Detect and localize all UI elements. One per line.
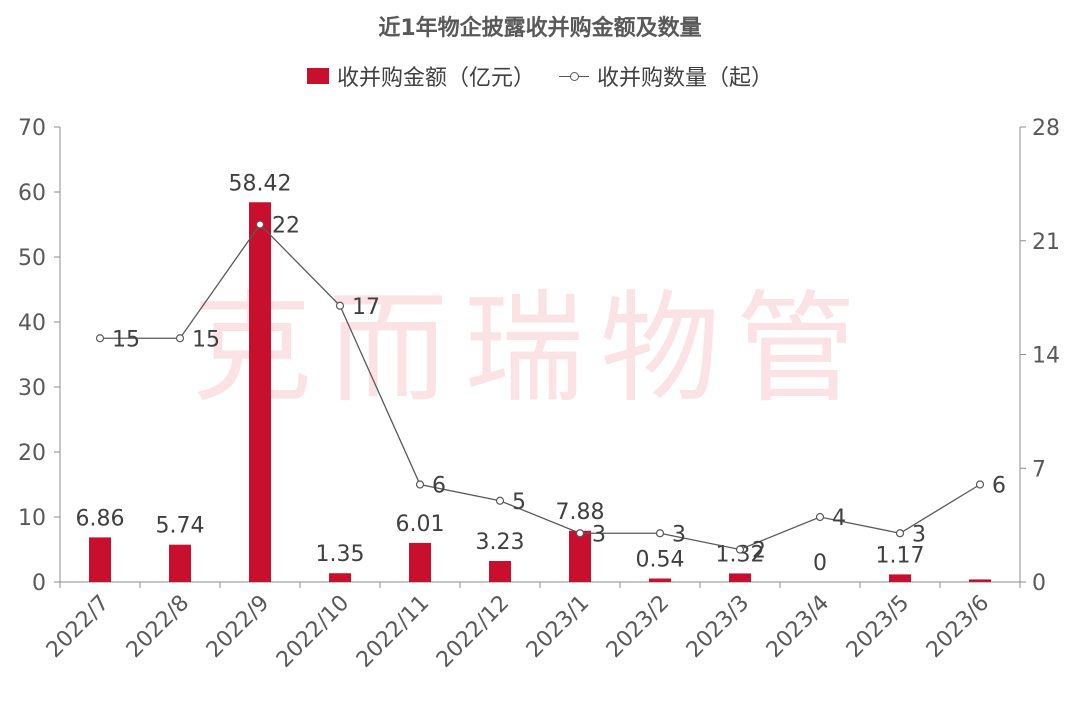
line-point xyxy=(175,334,185,343)
y-right-tick-label: 28 xyxy=(1032,116,1060,141)
legend-item-amount[interactable]: 收并购金额（亿元） xyxy=(306,60,535,92)
x-tick-label: 2022/9 xyxy=(202,591,274,663)
y-left-tick-label: 30 xyxy=(18,376,46,401)
bar-amount xyxy=(169,544,191,582)
line-data-label: 5 xyxy=(512,490,526,515)
bar-amount xyxy=(889,574,911,582)
bar-data-label: 5.74 xyxy=(156,514,205,539)
line-data-label: 6 xyxy=(992,474,1006,499)
line-point xyxy=(415,480,425,489)
x-tick-label: 2023/3 xyxy=(682,591,754,663)
x-tick-label: 2022/7 xyxy=(42,591,114,663)
line-point xyxy=(335,301,345,310)
line-data-label: 3 xyxy=(592,522,606,547)
y-right-tick-label: 7 xyxy=(1032,457,1046,482)
legend-item-count[interactable]: 收并购数量（起） xyxy=(559,60,773,92)
y-left-tick-label: 10 xyxy=(18,506,46,531)
bar-amount xyxy=(729,573,751,582)
y-right-tick-label: 14 xyxy=(1032,344,1060,369)
line-data-label: 2 xyxy=(752,539,766,564)
y-right-tick-label: 21 xyxy=(1032,230,1060,255)
watermark-text: 克而瑞物管 xyxy=(192,280,872,419)
y-left-tick-label: 0 xyxy=(32,571,46,596)
bar-amount xyxy=(489,561,511,582)
line-point xyxy=(735,545,745,554)
x-tick-label: 2022/12 xyxy=(432,591,514,673)
bar-data-label: 58.42 xyxy=(229,171,292,196)
bar-amount xyxy=(329,573,351,582)
y-left-tick-label: 60 xyxy=(18,181,46,206)
x-tick-label: 2023/1 xyxy=(522,591,594,663)
line-data-label: 15 xyxy=(192,327,220,352)
bar-amount xyxy=(409,542,431,582)
legend-label-amount: 收并购金额（亿元） xyxy=(336,66,535,91)
y-left-tick-label: 20 xyxy=(18,441,46,466)
line-data-label: 22 xyxy=(272,214,300,239)
bar-data-label: 1.35 xyxy=(316,542,365,567)
line-data-label: 6 xyxy=(432,474,446,499)
line-count xyxy=(100,223,981,551)
bar-amount xyxy=(969,579,991,582)
line-point xyxy=(895,529,905,538)
bar-amount xyxy=(569,530,591,582)
line-data-label: 3 xyxy=(912,522,926,547)
bar-amount xyxy=(249,202,271,582)
line-data-label: 3 xyxy=(672,522,686,547)
x-tick-label: 2022/8 xyxy=(122,591,194,663)
y-left-tick-label: 50 xyxy=(18,246,46,271)
x-tick-label: 2023/2 xyxy=(602,591,674,663)
bar-amount xyxy=(89,537,111,582)
line-data-label: 17 xyxy=(352,295,380,320)
bar-data-label: 1.17 xyxy=(876,543,925,568)
chart-title: 近1年物企披露收并购金额及数量 xyxy=(378,16,702,41)
legend-label-count: 收并购数量（起） xyxy=(597,66,774,91)
bar-amount xyxy=(649,578,671,582)
bar-data-label: 0.54 xyxy=(636,547,685,572)
x-tick-label: 2023/4 xyxy=(762,591,834,663)
line-point xyxy=(255,220,265,229)
line-point xyxy=(815,512,825,522)
y-left-tick-label: 70 xyxy=(18,116,46,141)
line-point xyxy=(655,529,665,538)
bar-data-label: 7.88 xyxy=(556,500,605,525)
line-point xyxy=(95,334,105,343)
line-point xyxy=(975,480,985,489)
y-left-tick-label: 40 xyxy=(18,311,46,336)
line-point xyxy=(495,496,505,505)
x-tick-label: 2023/5 xyxy=(842,591,914,663)
x-tick-label: 2022/10 xyxy=(272,591,354,673)
line-data-label: 4 xyxy=(832,506,846,531)
bar-data-label: 0 xyxy=(813,551,827,576)
bar-data-label: 6.01 xyxy=(396,512,445,537)
line-data-label: 15 xyxy=(112,327,140,352)
legend-line-marker xyxy=(559,68,589,84)
x-tick-label: 2023/6 xyxy=(922,591,994,663)
legend-bar-swatch xyxy=(306,68,329,84)
legend: 收并购金额（亿元） 收并购数量（起） xyxy=(0,60,1080,92)
y-right-tick-label: 0 xyxy=(1032,571,1046,596)
bar-data-label: 3.23 xyxy=(476,530,525,555)
bar-data-label: 6.86 xyxy=(76,506,125,531)
x-tick-label: 2022/11 xyxy=(352,591,434,673)
line-point xyxy=(575,529,585,538)
